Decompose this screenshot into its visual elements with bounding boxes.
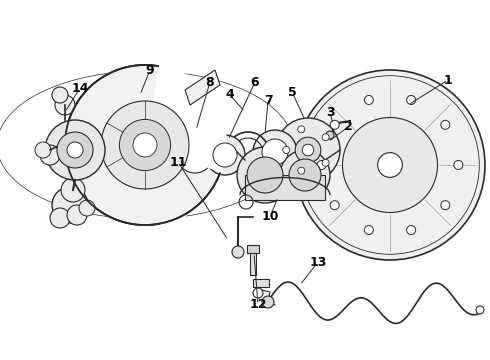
Circle shape xyxy=(295,137,321,163)
Text: 2: 2 xyxy=(343,121,352,134)
Circle shape xyxy=(365,226,373,235)
Circle shape xyxy=(262,139,288,165)
Circle shape xyxy=(322,159,329,166)
Text: 14: 14 xyxy=(71,81,89,94)
Circle shape xyxy=(232,246,244,258)
Circle shape xyxy=(441,201,450,210)
Circle shape xyxy=(237,147,293,203)
Circle shape xyxy=(40,145,60,165)
Circle shape xyxy=(276,118,340,182)
Text: 4: 4 xyxy=(225,89,234,102)
Circle shape xyxy=(322,134,329,141)
Circle shape xyxy=(67,142,83,158)
Circle shape xyxy=(101,101,189,189)
Circle shape xyxy=(317,161,326,170)
Bar xyxy=(245,175,325,200)
Circle shape xyxy=(79,200,95,216)
Polygon shape xyxy=(185,70,220,105)
Circle shape xyxy=(177,137,213,173)
Wedge shape xyxy=(145,64,227,173)
Circle shape xyxy=(476,306,484,314)
Circle shape xyxy=(45,120,105,180)
Circle shape xyxy=(343,117,438,212)
Circle shape xyxy=(52,87,68,103)
Bar xyxy=(247,245,259,253)
Text: 5: 5 xyxy=(288,85,296,99)
Circle shape xyxy=(407,226,416,235)
Circle shape xyxy=(67,205,87,225)
Circle shape xyxy=(57,132,93,168)
Text: 12: 12 xyxy=(249,298,267,311)
Circle shape xyxy=(35,142,51,158)
Circle shape xyxy=(295,70,485,260)
Circle shape xyxy=(133,133,157,157)
Circle shape xyxy=(55,95,75,115)
Circle shape xyxy=(330,120,339,129)
Text: 7: 7 xyxy=(264,94,272,107)
Circle shape xyxy=(120,120,171,171)
Text: 10: 10 xyxy=(261,211,279,224)
Circle shape xyxy=(365,95,373,104)
Circle shape xyxy=(330,201,339,210)
Circle shape xyxy=(280,150,330,200)
Circle shape xyxy=(262,296,274,308)
Bar xyxy=(253,279,269,287)
Text: 13: 13 xyxy=(309,256,327,269)
Text: 8: 8 xyxy=(206,76,214,89)
Text: 11: 11 xyxy=(169,156,187,168)
Circle shape xyxy=(454,161,463,170)
Circle shape xyxy=(378,153,402,177)
Circle shape xyxy=(441,120,450,129)
Circle shape xyxy=(253,130,297,174)
Text: 6: 6 xyxy=(251,76,259,89)
Circle shape xyxy=(326,131,334,139)
Text: 3: 3 xyxy=(326,105,334,118)
Circle shape xyxy=(247,157,283,193)
Circle shape xyxy=(289,159,321,191)
Circle shape xyxy=(65,65,225,225)
Circle shape xyxy=(407,95,416,104)
Text: 9: 9 xyxy=(146,63,154,77)
Circle shape xyxy=(52,187,88,223)
Text: 1: 1 xyxy=(443,73,452,86)
Circle shape xyxy=(302,144,314,156)
Circle shape xyxy=(167,127,223,183)
Circle shape xyxy=(283,147,290,153)
Circle shape xyxy=(61,178,85,202)
Circle shape xyxy=(298,167,305,174)
Circle shape xyxy=(50,208,70,228)
Circle shape xyxy=(213,143,237,167)
Circle shape xyxy=(298,126,305,133)
Circle shape xyxy=(205,135,245,175)
Bar xyxy=(250,253,256,275)
